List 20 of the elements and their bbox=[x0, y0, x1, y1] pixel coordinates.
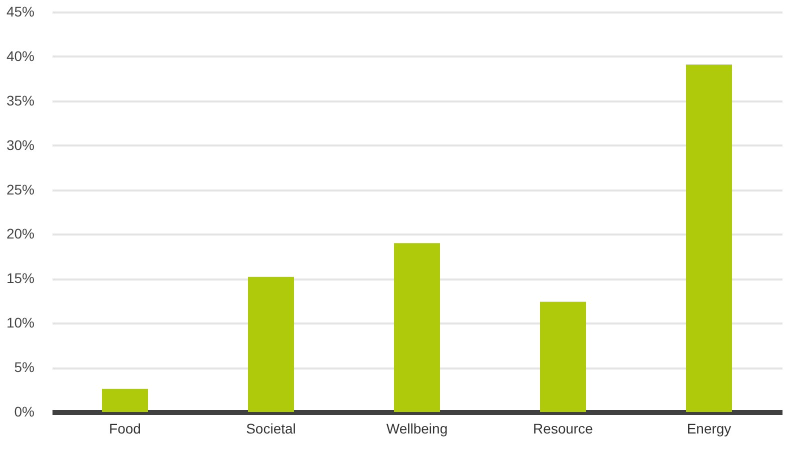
x-tick-label: Energy bbox=[686, 420, 732, 436]
x-tick-label: Societal bbox=[246, 420, 296, 436]
x-tick-label: Wellbeing bbox=[386, 420, 448, 436]
y-tick-label: 0% bbox=[14, 404, 34, 420]
bar bbox=[248, 276, 294, 412]
x-tick-label: Food bbox=[109, 420, 141, 436]
y-tick-label: 10% bbox=[6, 314, 34, 331]
bar bbox=[540, 302, 586, 412]
y-tick-label: 5% bbox=[14, 359, 34, 376]
y-tick-label: 15% bbox=[6, 270, 34, 286]
bar bbox=[394, 243, 440, 412]
y-tick-label: 45% bbox=[6, 4, 34, 20]
bar bbox=[686, 64, 732, 412]
x-tick-label: Resource bbox=[533, 420, 594, 436]
y-tick-label: 30% bbox=[6, 136, 34, 153]
y-tick-label: 35% bbox=[6, 92, 34, 108]
y-tick-label: 40% bbox=[6, 48, 34, 64]
y-tick-label: 20% bbox=[6, 226, 34, 242]
y-tick-label: 25% bbox=[6, 181, 34, 198]
bar bbox=[102, 388, 148, 412]
